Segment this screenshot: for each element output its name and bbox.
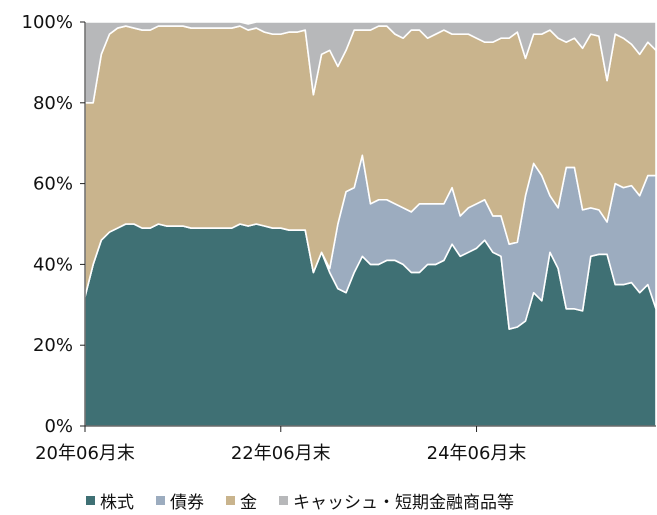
y-tick-label: 60% xyxy=(33,174,73,195)
y-tick-label: 40% xyxy=(33,254,73,275)
legend-label: 債券 xyxy=(170,493,204,513)
legend-item-3: キャッシュ・短期金融商品等 xyxy=(279,488,514,513)
legend-label: 金 xyxy=(240,493,257,513)
area-series-3 xyxy=(84,21,657,104)
y-tick-label: 100% xyxy=(22,12,73,33)
legend-item-0: 株式 xyxy=(86,488,134,513)
legend-item-2: 金 xyxy=(226,488,257,513)
legend-swatch xyxy=(156,496,165,505)
legend-label: キャッシュ・短期金融商品等 xyxy=(293,493,514,513)
x-tick-label: 24年06月末 xyxy=(427,443,527,464)
legend-swatch xyxy=(279,496,288,505)
legend-item-1: 債券 xyxy=(156,488,204,513)
legend-swatch xyxy=(86,496,95,505)
y-tick-label: 20% xyxy=(33,335,73,356)
y-tick-label: 80% xyxy=(33,93,73,114)
x-tick-label: 20年06月末 xyxy=(35,443,135,464)
legend: 株式 債券 金 キャッシュ・短期金融商品等 xyxy=(86,488,514,513)
x-tick-label: 22年06月末 xyxy=(231,443,331,464)
legend-label: 株式 xyxy=(100,493,134,513)
axes: 0% 20% 40% 60% 80% 100% 20年06月末 22年06月末 24年06月末 xyxy=(22,12,656,464)
plot-area xyxy=(84,21,657,427)
y-tick-label: 0% xyxy=(44,416,73,437)
legend-swatch xyxy=(226,496,235,505)
